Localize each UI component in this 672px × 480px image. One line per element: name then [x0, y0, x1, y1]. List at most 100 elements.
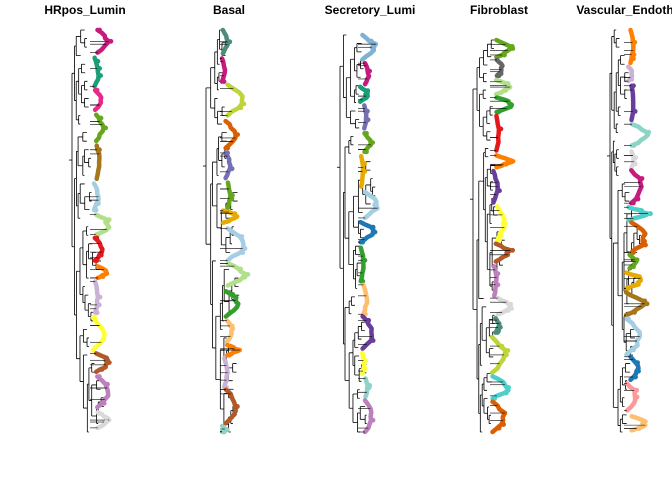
tree-branch: [616, 149, 619, 159]
tip-point: [633, 374, 638, 380]
tree-panel-1: [69, 27, 114, 433]
tree-branch: [348, 211, 354, 266]
tip-cluster: [220, 208, 240, 225]
tree-branch: [82, 328, 88, 343]
tip-point: [631, 264, 636, 270]
tip-point: [505, 81, 511, 86]
tree-branch: [611, 36, 615, 111]
tree-branch: [82, 230, 87, 266]
tree-branch: [81, 85, 85, 104]
tree-branch: [478, 344, 481, 414]
tree-panel-2: [203, 27, 251, 435]
tree-branch: [361, 321, 365, 332]
tip-point: [225, 145, 231, 151]
tree-branch: [615, 72, 619, 112]
tip-point: [506, 385, 511, 390]
tip-point: [229, 166, 235, 172]
tip-point: [642, 298, 648, 304]
tree-branch: [621, 397, 625, 407]
tip-cluster: [494, 113, 502, 153]
tip-point: [363, 358, 369, 364]
tree-panel-5: [607, 27, 653, 433]
tree-branch: [86, 383, 89, 433]
tip-point: [240, 250, 246, 256]
tree-branch: [620, 76, 625, 95]
tree-branch: [364, 414, 367, 424]
tip-cluster: [223, 118, 238, 151]
tip-point: [631, 347, 636, 353]
tree-branch: [488, 319, 493, 337]
tree-branch: [342, 192, 346, 345]
tip-point: [365, 91, 370, 97]
tip-point: [629, 77, 635, 82]
tree-branch: [80, 29, 85, 44]
tip-point: [224, 427, 230, 433]
tip-cluster: [225, 82, 245, 118]
tree-branch: [486, 168, 491, 187]
tip-point: [238, 105, 244, 111]
tree-branch: [479, 93, 484, 127]
tree-branch: [624, 192, 630, 202]
tip-point: [371, 44, 377, 50]
tree-branch: [221, 132, 227, 142]
tree-panel-4: [470, 37, 516, 435]
tip-point: [374, 202, 379, 208]
tip-point: [632, 309, 637, 315]
tip-cluster: [92, 235, 105, 263]
tip-point: [362, 161, 367, 167]
tip-cluster: [491, 263, 499, 299]
tree-branch: [370, 178, 373, 192]
tree-branch: [353, 195, 359, 228]
tip-point: [229, 323, 235, 329]
tip-point: [635, 196, 641, 202]
tip-point: [634, 394, 640, 400]
tip-point: [496, 73, 502, 79]
tip-cluster: [493, 241, 513, 264]
tip-point: [225, 150, 231, 156]
tree-branch: [79, 183, 85, 204]
tip-point: [496, 425, 502, 431]
tip-cluster: [93, 212, 112, 237]
tip-cluster: [95, 410, 112, 431]
tip-cluster: [629, 83, 636, 123]
tip-point: [364, 149, 369, 155]
tree-branch: [342, 34, 347, 98]
tip-point: [96, 302, 102, 308]
tree-branch: [486, 110, 491, 124]
tip-point: [360, 278, 366, 284]
tree-branch: [356, 64, 361, 78]
tree-branch: [350, 110, 356, 125]
tip-point: [229, 196, 235, 201]
tip-point: [245, 272, 251, 277]
tree-branch: [82, 132, 87, 142]
tree-branch: [84, 149, 89, 163]
tree-branch: [614, 153, 617, 172]
tree-branch: [354, 89, 357, 103]
tip-point: [362, 169, 368, 174]
tree-branch: [78, 68, 82, 95]
panel-title-2: Basal: [213, 3, 245, 17]
tip-point: [504, 352, 509, 358]
tip-point: [509, 306, 514, 311]
panel-title-5: Vascular_Endoth: [576, 3, 672, 17]
tip-point: [642, 238, 647, 244]
tip-point: [498, 126, 504, 132]
tip-point: [238, 266, 244, 272]
tree-branch: [232, 363, 237, 373]
tip-cluster: [629, 121, 651, 148]
tree-branch: [79, 335, 84, 382]
tip-point: [631, 143, 637, 148]
tip-point: [221, 79, 227, 84]
tree-branch: [214, 98, 218, 119]
tip-point: [505, 348, 511, 353]
tree-branch: [354, 355, 360, 376]
tree-branch: [476, 67, 480, 111]
tree-branch: [488, 348, 494, 358]
tree-branch: [216, 183, 222, 229]
tree-branch: [212, 161, 217, 207]
panel-title-1: HRpos_Lumin: [44, 3, 125, 17]
tree-branch: [612, 242, 619, 408]
tip-point: [631, 56, 636, 62]
tip-cluster: [225, 261, 249, 288]
